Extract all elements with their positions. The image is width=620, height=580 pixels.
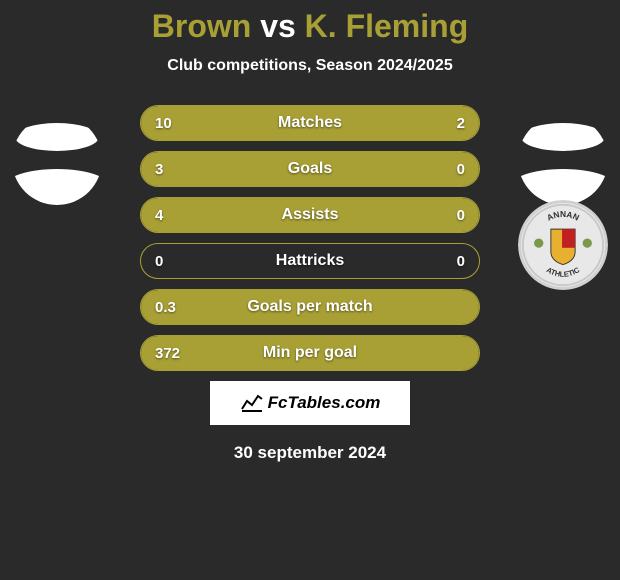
stat-label: Matches (278, 114, 342, 132)
silhouette-icon (12, 115, 102, 205)
stat-value-left: 10 (155, 115, 172, 132)
player2-club-badge: ANNAN ATHLETIC (518, 200, 608, 290)
stat-value-right: 0 (457, 253, 465, 270)
page-title: Brown vs K. Fleming (0, 8, 620, 45)
chart-icon (240, 393, 264, 413)
stat-value-left: 4 (155, 207, 163, 224)
stat-row: 3 Goals 0 (140, 151, 480, 187)
badge-text-bottom: ATHLETIC (545, 265, 582, 279)
stat-row: 372 Min per goal (140, 335, 480, 371)
stat-value-left: 3 (155, 161, 163, 178)
stat-row: 0 Hattricks 0 (140, 243, 480, 279)
stat-value-right: 0 (457, 161, 465, 178)
stat-label: Hattricks (276, 252, 344, 270)
brand-text: FcTables.com (268, 393, 381, 413)
stat-fill-right (405, 106, 479, 140)
stat-value-left: 372 (155, 345, 180, 362)
player2-name: K. Fleming (305, 8, 469, 44)
svg-text:ANNAN: ANNAN (545, 209, 581, 223)
date: 30 september 2024 (0, 443, 620, 463)
subtitle: Club competitions, Season 2024/2025 (0, 57, 620, 75)
silhouette-icon (518, 115, 608, 205)
stat-row: 4 Assists 0 (140, 197, 480, 233)
stat-fill-left (141, 106, 405, 140)
player2-avatar (518, 115, 608, 205)
svg-text:ATHLETIC: ATHLETIC (545, 265, 582, 279)
stat-row: 0.3 Goals per match (140, 289, 480, 325)
badge-text-top: ANNAN (545, 209, 581, 223)
stat-label: Goals per match (247, 298, 372, 316)
player1-avatar (12, 115, 102, 205)
stat-label: Assists (282, 206, 339, 224)
stat-label: Goals (288, 160, 332, 178)
club-badge-icon: ANNAN ATHLETIC (521, 203, 605, 287)
stat-value-right: 0 (457, 207, 465, 224)
stat-value-right: 2 (457, 115, 465, 132)
stats-list: 10 Matches 2 3 Goals 0 4 Assists 0 0 Hattricks 0 0.3… (140, 105, 480, 371)
stat-label: Min per goal (263, 344, 357, 362)
stat-value-left: 0.3 (155, 299, 176, 316)
brand-box[interactable]: FcTables.com (210, 381, 410, 425)
stat-row: 10 Matches 2 (140, 105, 480, 141)
stat-value-left: 0 (155, 253, 163, 270)
vs-text: vs (260, 8, 296, 44)
player1-name: Brown (152, 8, 252, 44)
